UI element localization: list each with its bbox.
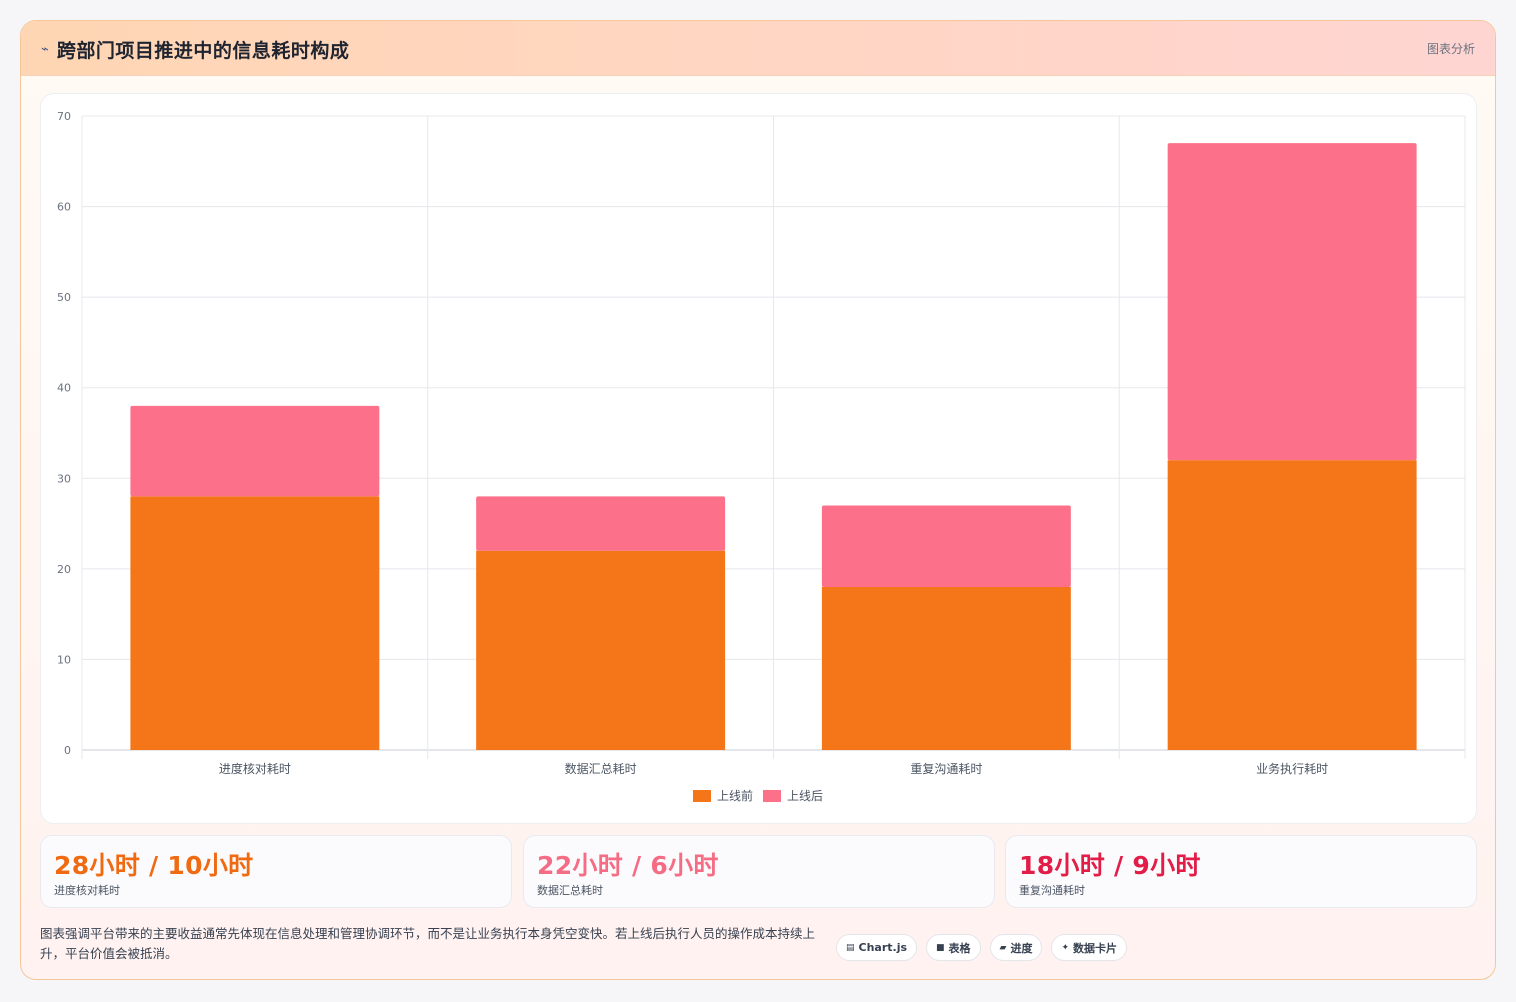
stacked-bar-chart: 0 10 20 30 40 50 60 70 进度核对耗时 数据汇总耗时 重复沟通耗时 业务执行耗时上…	[57, 110, 1466, 803]
bar-before	[476, 550, 726, 750]
legend-swatch	[693, 790, 711, 802]
chip-label: Chart.js	[858, 941, 908, 954]
legend-label: 上线前	[717, 788, 753, 803]
y-tick-label: 40	[57, 382, 71, 395]
stat-label: 数据汇总耗时	[537, 884, 603, 897]
y-tick-label: 30	[57, 472, 71, 485]
sparkle-icon: ✦	[1061, 942, 1070, 953]
x-tick-label: 业务执行耗时	[1256, 761, 1328, 776]
stat-value: 28小时 / 10小时	[54, 851, 254, 880]
stat-value: 22小时 / 6小时	[537, 851, 719, 880]
bar-after	[476, 496, 726, 551]
chip-label: 数据卡片	[1073, 941, 1118, 955]
y-tick-label: 60	[57, 201, 71, 214]
y-tick-label: 70	[57, 110, 71, 123]
chip-label: 进度	[1010, 941, 1033, 955]
stat-label: 重复沟通耗时	[1019, 884, 1085, 897]
chip-table[interactable]: ■ 表格	[926, 934, 981, 961]
legend-label: 上线后	[787, 789, 823, 803]
chart-panel: 0 10 20 30 40 50 60 70 进度核对耗时 数据汇总耗时 重复沟通耗时 业务执行耗时上…	[40, 93, 1477, 824]
card-header: ⌁ 跨部门项目推进中的信息耗时构成 图表分析	[21, 21, 1495, 76]
legend-swatch	[763, 790, 781, 802]
arrow-icon: ⌁	[41, 42, 49, 57]
stat-label: 进度核对耗时	[54, 884, 120, 897]
footer-note: 图表强调平台带来的主要收益通常先体现在信息处理和管理协调环节，而不是让业务执行本…	[40, 926, 816, 961]
stat-card-data: 22小时 / 6小时 数据汇总耗时	[523, 835, 995, 908]
y-tick-label: 50	[57, 291, 71, 304]
y-tick-label: 20	[57, 563, 71, 576]
y-tick-label: 0	[64, 744, 71, 757]
tech-chips: ▤ Chart.js ■ 表格 ▰ 进度 ✦ 数据卡片	[836, 934, 1128, 961]
chip-chartjs[interactable]: ▤ Chart.js	[836, 934, 918, 961]
stat-card-progress: 28小时 / 10小时 进度核对耗时	[40, 835, 512, 908]
header-tag: 图表分析	[1426, 42, 1475, 56]
x-tick-label: 数据汇总耗时	[565, 761, 637, 776]
bar-after	[1167, 143, 1417, 461]
stat-value: 18小时 / 9小时	[1019, 851, 1201, 880]
bar-after	[821, 505, 1071, 587]
y-tick-label: 10	[57, 653, 71, 666]
chip-label: 表格	[948, 941, 971, 955]
page-title: 跨部门项目推进中的信息耗时构成	[56, 40, 350, 62]
progress-icon: ▰	[999, 942, 1007, 953]
chip-data-card[interactable]: ✦ 数据卡片	[1051, 934, 1128, 961]
chip-progress[interactable]: ▰ 进度	[989, 934, 1043, 961]
table-icon: ■	[936, 942, 945, 953]
chart-card: ⌁ 跨部门项目推进中的信息耗时构成 图表分析 0 10 20 30 40 50 60 70 进度…	[20, 20, 1496, 980]
bar-before	[130, 496, 380, 750]
bar-after	[130, 405, 380, 497]
stat-card-communication: 18小时 / 9小时 重复沟通耗时	[1005, 835, 1477, 908]
bar-before	[1167, 460, 1417, 750]
bar-before	[821, 586, 1071, 750]
x-tick-label: 进度核对耗时	[219, 761, 291, 776]
x-tick-label: 重复沟通耗时	[910, 762, 982, 776]
chart-icon: ▤	[846, 942, 855, 953]
